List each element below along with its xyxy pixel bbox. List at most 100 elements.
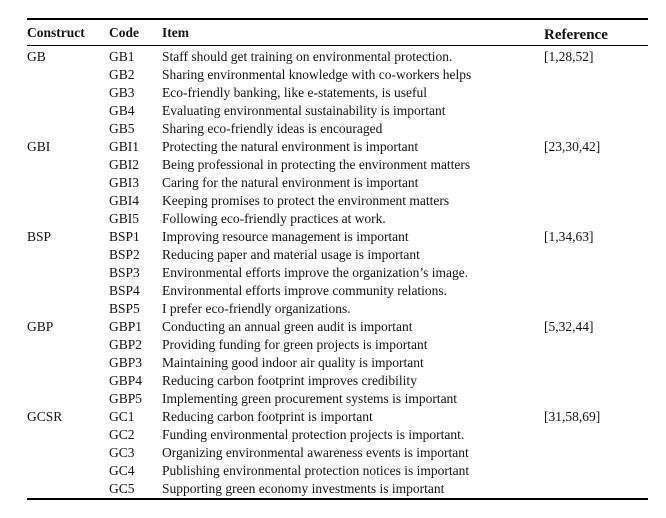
construct-cell — [27, 426, 109, 444]
construct-cell: BSP — [27, 229, 52, 244]
item-cell: Sharing eco-friendly ideas is encouraged — [162, 121, 383, 136]
item-cell: Staff should get training on environment… — [162, 49, 453, 64]
table-row: GC2 Funding environmental protection proj… — [27, 426, 648, 444]
code-cell: GB4 — [109, 103, 135, 118]
reference-cell — [544, 210, 648, 228]
header-construct: Construct — [27, 19, 109, 46]
construct-cell — [27, 264, 109, 282]
code-cell: GC4 — [109, 463, 135, 478]
code-cell: GC3 — [109, 445, 135, 460]
construct-cell — [27, 390, 109, 408]
table-row: GB3 Eco-friendly banking, like e-statemen… — [27, 84, 648, 102]
reference-cell — [544, 354, 648, 372]
item-cell: Environmental efforts improve the organi… — [162, 265, 469, 280]
reference-cell: [5,32,44] — [544, 319, 594, 334]
construct-cell — [27, 300, 109, 318]
reference-cell — [544, 480, 648, 499]
code-cell: GBI4 — [109, 193, 139, 208]
table-row: GB2 Sharing environmental knowledge with … — [27, 66, 648, 84]
code-cell: GB3 — [109, 85, 135, 100]
reference-cell — [544, 156, 648, 174]
construct-cell — [27, 120, 109, 138]
reference-cell: [1,34,63] — [544, 229, 594, 244]
item-cell: Eco-friendly banking, like e-statements,… — [162, 85, 428, 100]
table-row: GC3 Organizing environmental awareness ev… — [27, 444, 648, 462]
table-row: GBP4 Reducing carbon footprint improves c… — [27, 372, 648, 390]
item-cell: Evaluating environmental sustainability … — [162, 103, 446, 118]
code-cell: GBP3 — [109, 355, 143, 370]
reference-cell — [544, 336, 648, 354]
item-cell: Implementing green procurement systems i… — [162, 391, 458, 406]
code-cell: GBP5 — [109, 391, 143, 406]
code-cell: BSP5 — [109, 301, 140, 316]
reference-cell — [544, 426, 648, 444]
table-row: GBP2 Providing funding for green projects… — [27, 336, 648, 354]
table-row: GBI GBI1 Protecting the natural environmen… — [27, 138, 648, 156]
construct-cell: GB — [27, 49, 46, 64]
item-cell: Reducing carbon footprint is important — [162, 409, 373, 424]
table-row: GB GB1 Staff should get training on enviro… — [27, 46, 648, 67]
reference-cell: [23,30,42] — [544, 139, 601, 154]
item-cell: Organizing environmental awareness event… — [162, 445, 469, 460]
construct-cell — [27, 156, 109, 174]
reference-cell — [544, 102, 648, 120]
item-cell: Providing funding for green projects is … — [162, 337, 428, 352]
construct-cell — [27, 210, 109, 228]
table-row: GB5 Sharing eco-friendly ideas is encoura… — [27, 120, 648, 138]
code-cell: GB1 — [109, 49, 135, 64]
reference-cell — [544, 390, 648, 408]
construct-cell — [27, 480, 109, 499]
code-cell: GB5 — [109, 121, 135, 136]
reference-cell — [544, 84, 648, 102]
reference-cell — [544, 246, 648, 264]
header-row: Construct Code Item Reference — [27, 19, 648, 46]
table-body: GB GB1 Staff should get training on enviro… — [27, 46, 648, 500]
item-cell: Caring for the natural environment is im… — [162, 175, 419, 190]
reference-cell — [544, 372, 648, 390]
reference-cell — [544, 120, 648, 138]
code-cell: GC1 — [109, 409, 135, 424]
construct-cell: GBI — [27, 139, 51, 154]
code-cell: GC5 — [109, 481, 135, 496]
construct-cell — [27, 372, 109, 390]
code-cell: BSP1 — [109, 229, 140, 244]
construct-cell — [27, 192, 109, 210]
construct-cell — [27, 246, 109, 264]
code-cell: GBP2 — [109, 337, 143, 352]
table-row: BSP2 Reducing paper and material usage is… — [27, 246, 648, 264]
reference-cell: [31,58,69] — [544, 409, 601, 424]
code-cell: BSP4 — [109, 283, 140, 298]
item-cell: Publishing environmental protection noti… — [162, 463, 470, 478]
reference-cell — [544, 444, 648, 462]
code-cell: BSP3 — [109, 265, 140, 280]
item-cell: Following eco-friendly practices at work… — [162, 211, 386, 226]
table-row: GBP GBP1 Conducting an annual green audit … — [27, 318, 648, 336]
table-row: GBI2 Being professional in protecting the… — [27, 156, 648, 174]
code-cell: BSP2 — [109, 247, 140, 262]
reference-cell — [544, 264, 648, 282]
reference-cell — [544, 174, 648, 192]
item-cell: Maintaining good indoor air quality is i… — [162, 355, 424, 370]
construct-cell — [27, 336, 109, 354]
construct-cell — [27, 282, 109, 300]
code-cell: GBP4 — [109, 373, 143, 388]
table-row: GCSR GC1 Reducing carbon footprint is impo… — [27, 408, 648, 426]
construct-cell — [27, 66, 109, 84]
reference-cell — [544, 66, 648, 84]
header-code: Code — [109, 19, 162, 46]
code-cell: GBI3 — [109, 175, 139, 190]
item-cell: I prefer eco-friendly organizations. — [162, 301, 351, 316]
code-cell: GBI5 — [109, 211, 139, 226]
item-cell: Reducing carbon footprint improves credi… — [162, 373, 417, 388]
header-item: Item — [162, 19, 544, 46]
table-row: BSP4 Environmental efforts improve commun… — [27, 282, 648, 300]
reference-cell — [544, 282, 648, 300]
table-row: GBI5 Following eco-friendly practices at … — [27, 210, 648, 228]
reference-cell — [544, 300, 648, 318]
item-cell: Sharing environmental knowledge with co-… — [162, 67, 472, 82]
code-cell: GBI2 — [109, 157, 139, 172]
table-row: GC4 Publishing environmental protection n… — [27, 462, 648, 480]
construct-cell: GBP — [27, 319, 54, 334]
table-row: GC5 Supporting green economy investments … — [27, 480, 648, 499]
